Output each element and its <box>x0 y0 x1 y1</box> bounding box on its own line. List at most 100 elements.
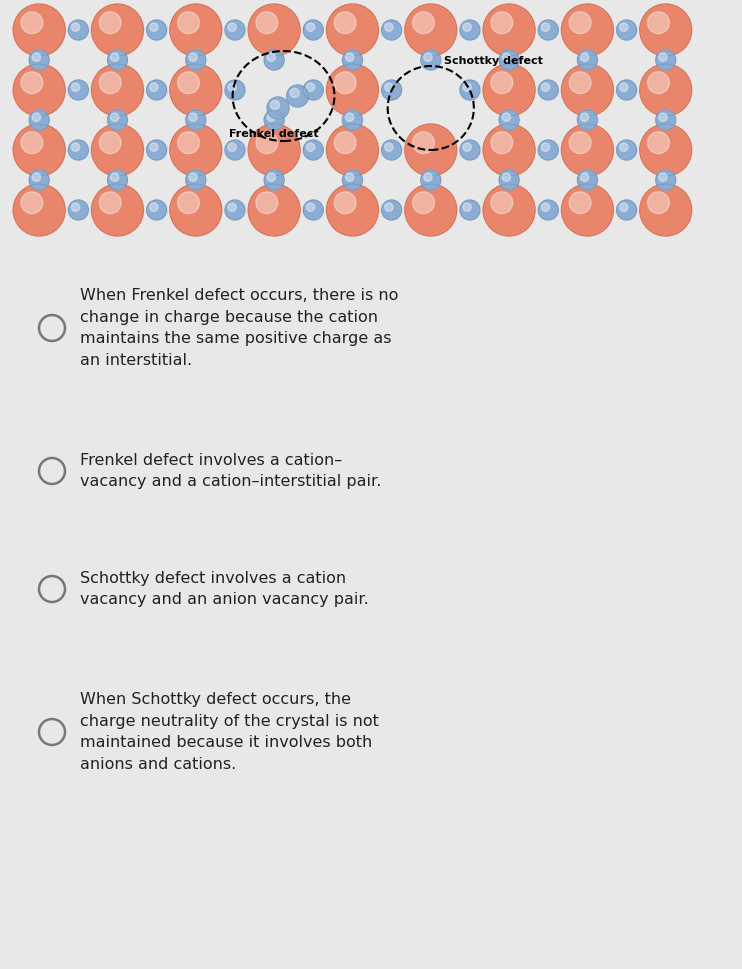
Circle shape <box>21 12 43 34</box>
Circle shape <box>303 80 324 100</box>
Circle shape <box>460 20 480 40</box>
Circle shape <box>108 170 128 190</box>
Circle shape <box>71 143 79 151</box>
Circle shape <box>413 192 434 213</box>
Circle shape <box>499 170 519 190</box>
Circle shape <box>659 113 667 121</box>
Circle shape <box>303 200 324 220</box>
Circle shape <box>648 12 669 34</box>
Circle shape <box>111 173 119 181</box>
Circle shape <box>577 50 597 70</box>
Circle shape <box>562 4 614 56</box>
Circle shape <box>68 80 88 100</box>
Circle shape <box>248 124 300 176</box>
Circle shape <box>541 203 550 211</box>
Circle shape <box>499 110 519 130</box>
Circle shape <box>346 113 354 121</box>
Circle shape <box>147 20 167 40</box>
Circle shape <box>225 20 245 40</box>
Circle shape <box>147 80 167 100</box>
Circle shape <box>334 12 356 34</box>
Circle shape <box>225 200 245 220</box>
Circle shape <box>170 184 222 236</box>
Circle shape <box>326 124 378 176</box>
Circle shape <box>580 173 589 181</box>
Circle shape <box>326 184 378 236</box>
Circle shape <box>491 192 513 213</box>
Circle shape <box>91 64 143 116</box>
Circle shape <box>343 110 362 130</box>
Circle shape <box>248 184 300 236</box>
Circle shape <box>286 85 309 107</box>
Circle shape <box>569 132 591 154</box>
Circle shape <box>32 113 41 121</box>
Circle shape <box>502 53 510 61</box>
Circle shape <box>656 50 676 70</box>
Circle shape <box>256 12 278 34</box>
Circle shape <box>306 83 315 91</box>
Circle shape <box>306 143 315 151</box>
Circle shape <box>491 12 513 34</box>
Text: Schottky defect: Schottky defect <box>444 56 543 66</box>
Circle shape <box>264 170 284 190</box>
Circle shape <box>463 83 471 91</box>
Circle shape <box>483 64 535 116</box>
Circle shape <box>186 170 206 190</box>
Circle shape <box>264 110 284 130</box>
Circle shape <box>150 143 158 151</box>
Circle shape <box>384 83 393 91</box>
Circle shape <box>334 132 356 154</box>
Circle shape <box>538 200 558 220</box>
Circle shape <box>460 140 480 160</box>
Circle shape <box>421 50 441 70</box>
Circle shape <box>384 23 393 31</box>
Circle shape <box>13 184 65 236</box>
Circle shape <box>71 23 79 31</box>
Circle shape <box>620 83 628 91</box>
Circle shape <box>562 124 614 176</box>
Circle shape <box>577 110 597 130</box>
Circle shape <box>248 4 300 56</box>
Circle shape <box>267 53 275 61</box>
Circle shape <box>68 20 88 40</box>
Circle shape <box>228 83 237 91</box>
Circle shape <box>267 97 289 119</box>
Circle shape <box>21 192 43 213</box>
Circle shape <box>569 192 591 213</box>
Circle shape <box>538 80 558 100</box>
Circle shape <box>659 53 667 61</box>
Circle shape <box>381 80 401 100</box>
Circle shape <box>108 50 128 70</box>
Circle shape <box>290 88 299 98</box>
Circle shape <box>228 23 237 31</box>
Circle shape <box>13 4 65 56</box>
Circle shape <box>150 83 158 91</box>
Circle shape <box>541 143 550 151</box>
Circle shape <box>384 143 393 151</box>
Circle shape <box>71 83 79 91</box>
Circle shape <box>99 12 121 34</box>
Circle shape <box>656 170 676 190</box>
Circle shape <box>648 72 669 94</box>
Circle shape <box>334 192 356 213</box>
Circle shape <box>267 173 275 181</box>
Circle shape <box>29 50 49 70</box>
Circle shape <box>29 170 49 190</box>
Circle shape <box>502 173 510 181</box>
Circle shape <box>99 132 121 154</box>
Circle shape <box>228 143 237 151</box>
Circle shape <box>32 53 41 61</box>
Circle shape <box>303 140 324 160</box>
Circle shape <box>562 184 614 236</box>
Circle shape <box>186 110 206 130</box>
Circle shape <box>460 200 480 220</box>
Text: Frenkel defect involves a cation–
vacancy and a cation–interstitial pair.: Frenkel defect involves a cation– vacanc… <box>80 453 381 489</box>
Circle shape <box>177 72 200 94</box>
Circle shape <box>306 203 315 211</box>
Text: When Schottky defect occurs, the
charge neutrality of the crystal is not
maintai: When Schottky defect occurs, the charge … <box>80 692 379 772</box>
Circle shape <box>580 53 589 61</box>
Circle shape <box>424 173 432 181</box>
Circle shape <box>648 192 669 213</box>
Circle shape <box>620 23 628 31</box>
Circle shape <box>29 110 49 130</box>
